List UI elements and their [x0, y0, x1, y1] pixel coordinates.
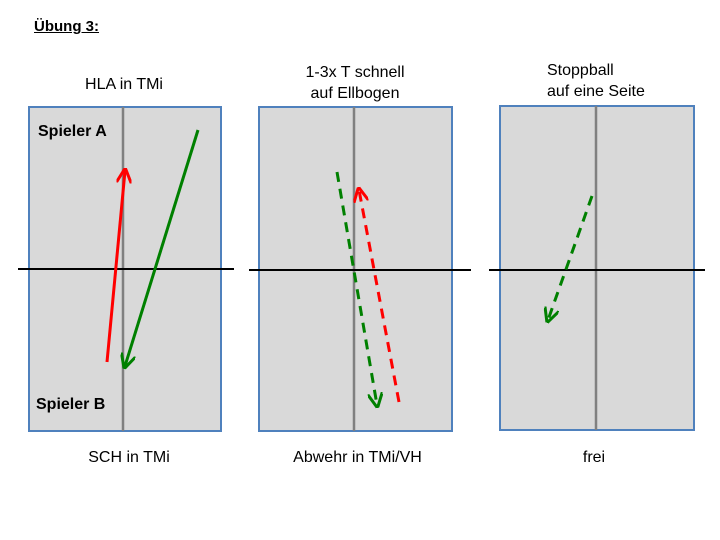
- defense-arrow-dashed: [359, 190, 401, 403]
- panel-2-top-label-line-1: 1-3x T schnell: [305, 64, 405, 81]
- return-arrow: [125, 129, 200, 366]
- attack-arrow-dashed: [335, 171, 377, 405]
- exercise-title: Übung 3:: [34, 18, 99, 35]
- panel-3-top-label-line-1: Stoppball: [547, 62, 614, 79]
- panel-1-top-label: HLA in TMi: [85, 76, 163, 93]
- panel-3-bottom-label: frei: [582, 449, 606, 466]
- panel-3-top-label-line-2: auf eine Seite: [547, 83, 645, 100]
- panel-2-table: [249, 106, 471, 432]
- panel-1-table: [18, 106, 234, 432]
- drop-shot-arrow-dashed: [548, 195, 594, 320]
- serve-arrow: [105, 171, 125, 363]
- panel-3-table: [489, 105, 705, 431]
- player-b-label: Spieler B: [36, 396, 106, 413]
- panel-2-bottom-label: Abwehr in TMi/VH: [293, 449, 422, 466]
- panel-1-bottom-label: SCH in TMi: [88, 449, 170, 466]
- panel-2-top-label-line-2: auf Ellbogen: [310, 85, 400, 102]
- player-a-label: Spieler A: [38, 123, 107, 140]
